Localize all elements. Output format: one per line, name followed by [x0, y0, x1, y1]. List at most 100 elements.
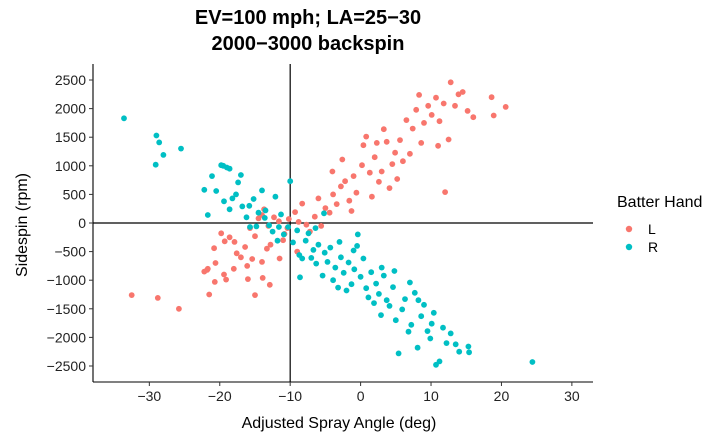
- y-tick-label: 1000: [55, 158, 86, 174]
- data-point-L: [346, 197, 353, 204]
- data-point-R: [253, 223, 260, 230]
- data-point-L: [342, 178, 348, 185]
- data-point-L: [223, 276, 230, 283]
- data-point-R: [259, 187, 265, 194]
- data-point-R: [343, 287, 350, 294]
- data-point-R: [345, 259, 352, 266]
- data-point-L: [338, 183, 344, 190]
- data-point-R: [428, 320, 435, 327]
- data-point-R: [121, 115, 127, 122]
- data-point-R: [440, 324, 446, 331]
- data-point-L: [242, 244, 249, 250]
- data-point-R: [332, 264, 339, 271]
- data-point-L: [407, 150, 413, 157]
- data-point-R: [152, 161, 159, 168]
- data-point-R: [262, 207, 269, 214]
- legend: Batter Hand LR: [617, 194, 702, 255]
- data-point-L: [502, 104, 509, 110]
- data-point-L: [264, 245, 270, 252]
- data-point-L: [397, 137, 403, 144]
- data-point-R: [465, 343, 472, 350]
- data-point-L: [333, 201, 340, 208]
- data-point-R: [324, 259, 331, 265]
- data-point-R: [239, 203, 246, 210]
- data-point-L: [280, 237, 286, 244]
- data-point-R: [221, 198, 227, 205]
- data-point-L: [433, 94, 439, 101]
- legend-key-L: [625, 225, 633, 233]
- data-point-R: [380, 272, 387, 279]
- data-point-R: [365, 294, 372, 301]
- data-point-R: [373, 280, 379, 287]
- data-point-R: [368, 269, 375, 276]
- data-point-R: [340, 269, 347, 276]
- x-tick-label: 0: [357, 388, 365, 404]
- data-point-L: [176, 305, 182, 312]
- data-point-R: [414, 344, 421, 351]
- chart-title: EV=100 mph; LA=25−30 2000−3000 backspin: [195, 7, 421, 55]
- data-point-R: [313, 260, 320, 267]
- data-point-R: [357, 273, 364, 280]
- chart-title-line-1: EV=100 mph; LA=25−30: [195, 7, 421, 29]
- data-point-R: [408, 321, 415, 328]
- data-point-R: [529, 359, 536, 365]
- data-point-L: [380, 126, 387, 133]
- y-tick-label: 2500: [55, 72, 86, 88]
- data-point-L: [303, 221, 310, 228]
- data-point-L: [252, 292, 258, 298]
- data-point-L: [350, 173, 357, 180]
- y-tick-label: −1500: [47, 301, 87, 317]
- data-point-R: [390, 284, 396, 290]
- data-point-R: [226, 165, 233, 172]
- data-point-L: [339, 156, 346, 163]
- data-point-L: [403, 117, 410, 123]
- data-point-R: [153, 132, 160, 139]
- data-point-L: [452, 102, 458, 109]
- data-point-R: [335, 284, 341, 291]
- data-point-L: [389, 161, 396, 168]
- data-point-R: [204, 212, 211, 218]
- data-point-R: [229, 195, 236, 202]
- y-tick-label: −1000: [47, 272, 87, 288]
- data-point-L: [322, 205, 329, 212]
- data-point-L: [271, 214, 277, 221]
- data-point-R: [178, 145, 184, 152]
- data-point-R: [456, 348, 463, 355]
- data-point-L: [376, 178, 382, 185]
- data-point-L: [353, 189, 360, 196]
- legend-label-L: L: [648, 221, 656, 237]
- data-point-R: [315, 241, 322, 248]
- data-point-R: [308, 255, 315, 261]
- data-point-R: [294, 227, 301, 234]
- data-point-R: [238, 172, 244, 178]
- y-tick-label: −2000: [47, 329, 87, 345]
- data-point-L: [206, 291, 213, 298]
- data-point-R: [299, 255, 306, 262]
- data-point-L: [435, 142, 441, 149]
- data-point-L: [233, 250, 240, 257]
- data-point-R: [156, 139, 163, 146]
- data-point-R: [209, 173, 215, 180]
- data-point-L: [400, 158, 406, 165]
- data-point-L: [363, 133, 370, 140]
- data-point-L: [211, 245, 218, 252]
- data-point-R: [302, 237, 309, 244]
- y-axis-title: Sidespin (rpm): [14, 173, 31, 277]
- data-point-R: [250, 196, 257, 202]
- data-point-R: [319, 272, 326, 279]
- data-point-L: [359, 162, 365, 169]
- data-point-L: [259, 275, 266, 281]
- data-point-L: [413, 106, 420, 113]
- data-point-R: [405, 328, 412, 335]
- data-point-R: [312, 225, 319, 232]
- data-point-R: [407, 279, 413, 286]
- data-point-L: [299, 200, 306, 207]
- data-point-R: [371, 300, 377, 306]
- data-point-R: [246, 202, 253, 209]
- data-point-L: [276, 218, 282, 225]
- data-point-R: [466, 349, 472, 356]
- data-point-R: [285, 224, 291, 230]
- x-tick-label: −30: [137, 388, 161, 404]
- data-point-L: [329, 168, 336, 175]
- data-point-L: [378, 168, 385, 175]
